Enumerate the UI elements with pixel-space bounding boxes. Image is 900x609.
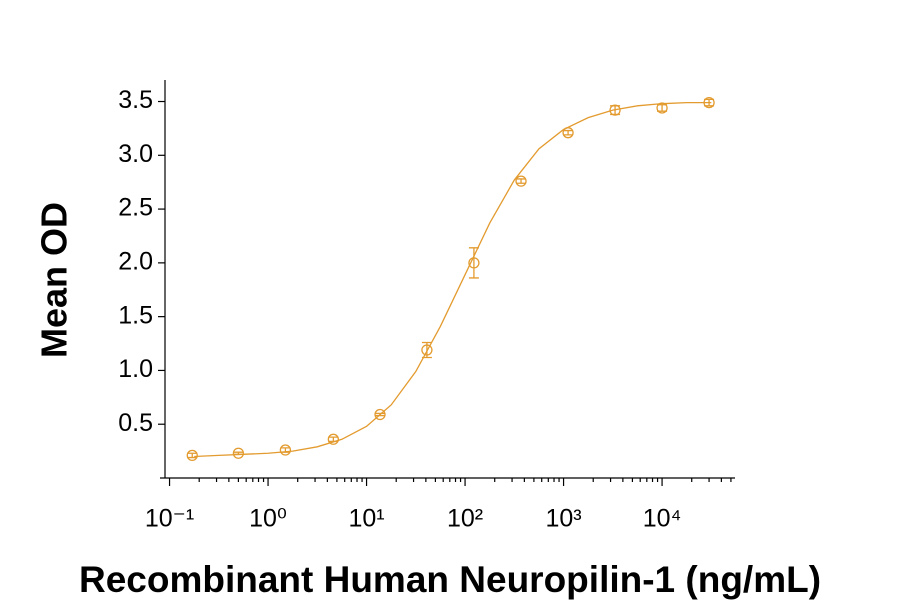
data-point xyxy=(232,447,245,459)
error-bar xyxy=(516,178,527,184)
data-point xyxy=(186,449,198,462)
error-bar xyxy=(468,247,479,279)
error-bar xyxy=(563,129,574,136)
y-tick-label: 0.5 xyxy=(118,409,153,437)
error-bar xyxy=(375,412,386,417)
data-point xyxy=(468,257,480,269)
fit-curve xyxy=(194,101,712,458)
error-bar xyxy=(233,451,244,455)
y-tick-label: 2.0 xyxy=(118,247,153,275)
data-point xyxy=(656,102,668,114)
x-tick-label: 10¹ xyxy=(348,505,384,533)
y-tick-label: 1.0 xyxy=(118,355,153,383)
y-tick-label: 3.0 xyxy=(118,140,153,168)
x-tick-label: 10⁻¹ xyxy=(145,505,194,533)
y-tick-label: 2.5 xyxy=(118,194,153,222)
x-axis-label: Recombinant Human Neuropilin-1 (ng/mL) xyxy=(79,559,821,600)
y-tick-label: 1.5 xyxy=(118,301,153,329)
data-point xyxy=(703,96,715,109)
x-tick-label: 10⁴ xyxy=(643,505,682,533)
x-tick-label: 10⁰ xyxy=(249,505,287,533)
data-point xyxy=(609,104,621,116)
error-bar xyxy=(280,447,291,453)
error-bar xyxy=(328,436,339,443)
x-tick-label: 10² xyxy=(447,505,483,533)
error-bar xyxy=(657,104,668,112)
y-axis-label: Mean OD xyxy=(34,202,75,358)
data-point xyxy=(562,127,574,139)
error-bar xyxy=(187,452,198,459)
y-tick-label: 3.5 xyxy=(118,86,153,114)
data-point xyxy=(327,433,339,445)
data-point xyxy=(421,344,433,356)
x-tick-label: 10³ xyxy=(545,505,581,533)
data-point xyxy=(515,175,527,187)
data-point xyxy=(279,444,292,456)
data-point xyxy=(374,408,386,421)
